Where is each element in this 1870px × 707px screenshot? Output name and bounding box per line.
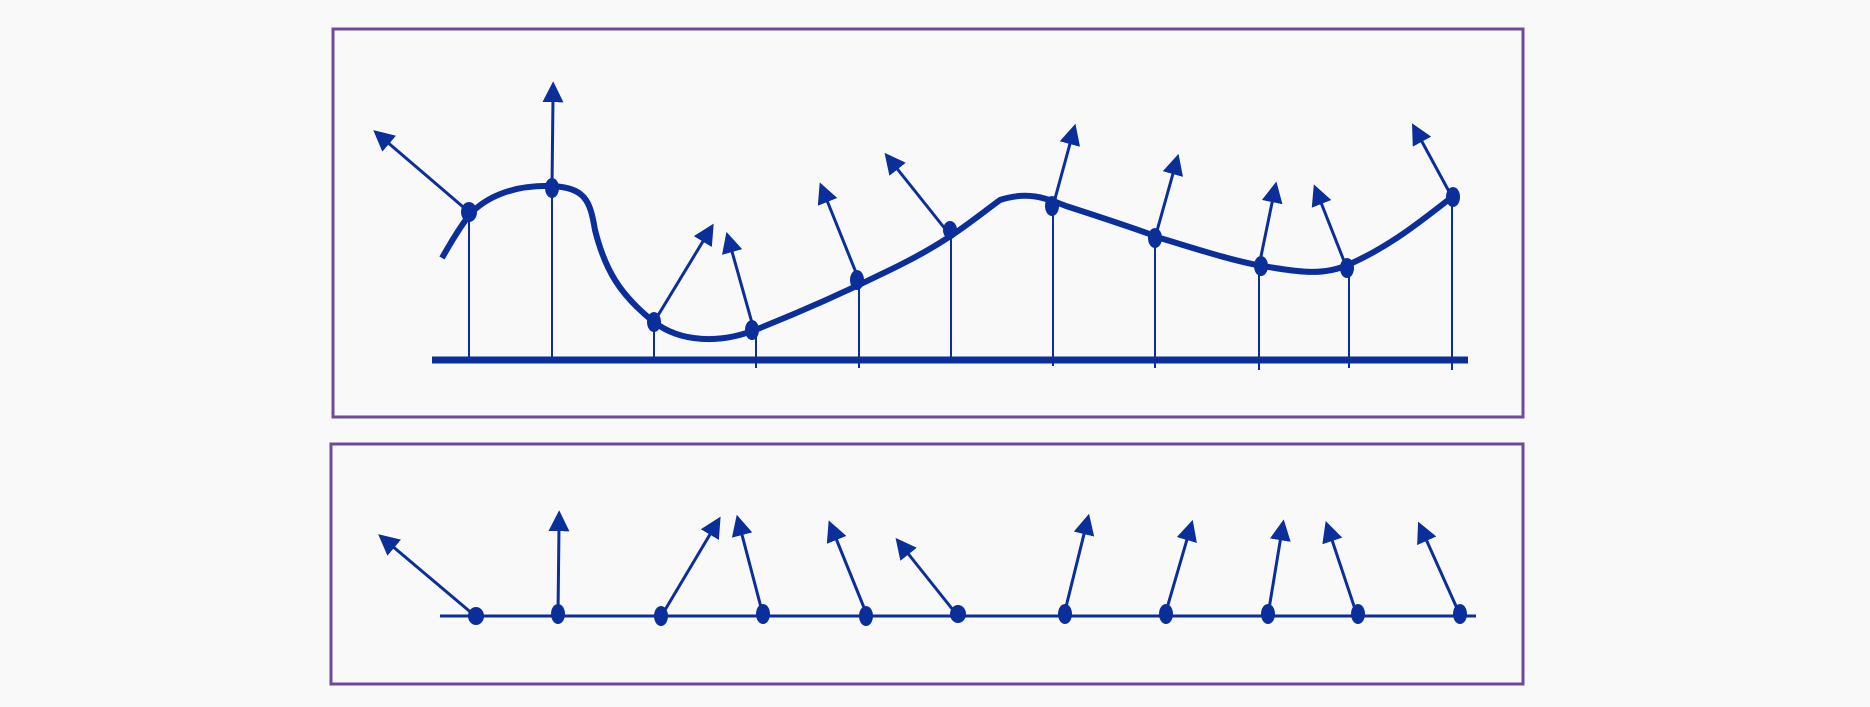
bottom-panel-frame (329, 442, 1525, 686)
top-curve (439, 182, 1454, 343)
bottom-panel (329, 442, 1525, 686)
top-arrows (373, 81, 1454, 331)
bottom-arrows (378, 510, 1462, 617)
bottom-points (468, 604, 1467, 626)
top-panel (331, 27, 1525, 419)
top-points (461, 178, 1460, 340)
top-stems (468, 186, 1453, 370)
top-panel-frame (331, 27, 1525, 419)
